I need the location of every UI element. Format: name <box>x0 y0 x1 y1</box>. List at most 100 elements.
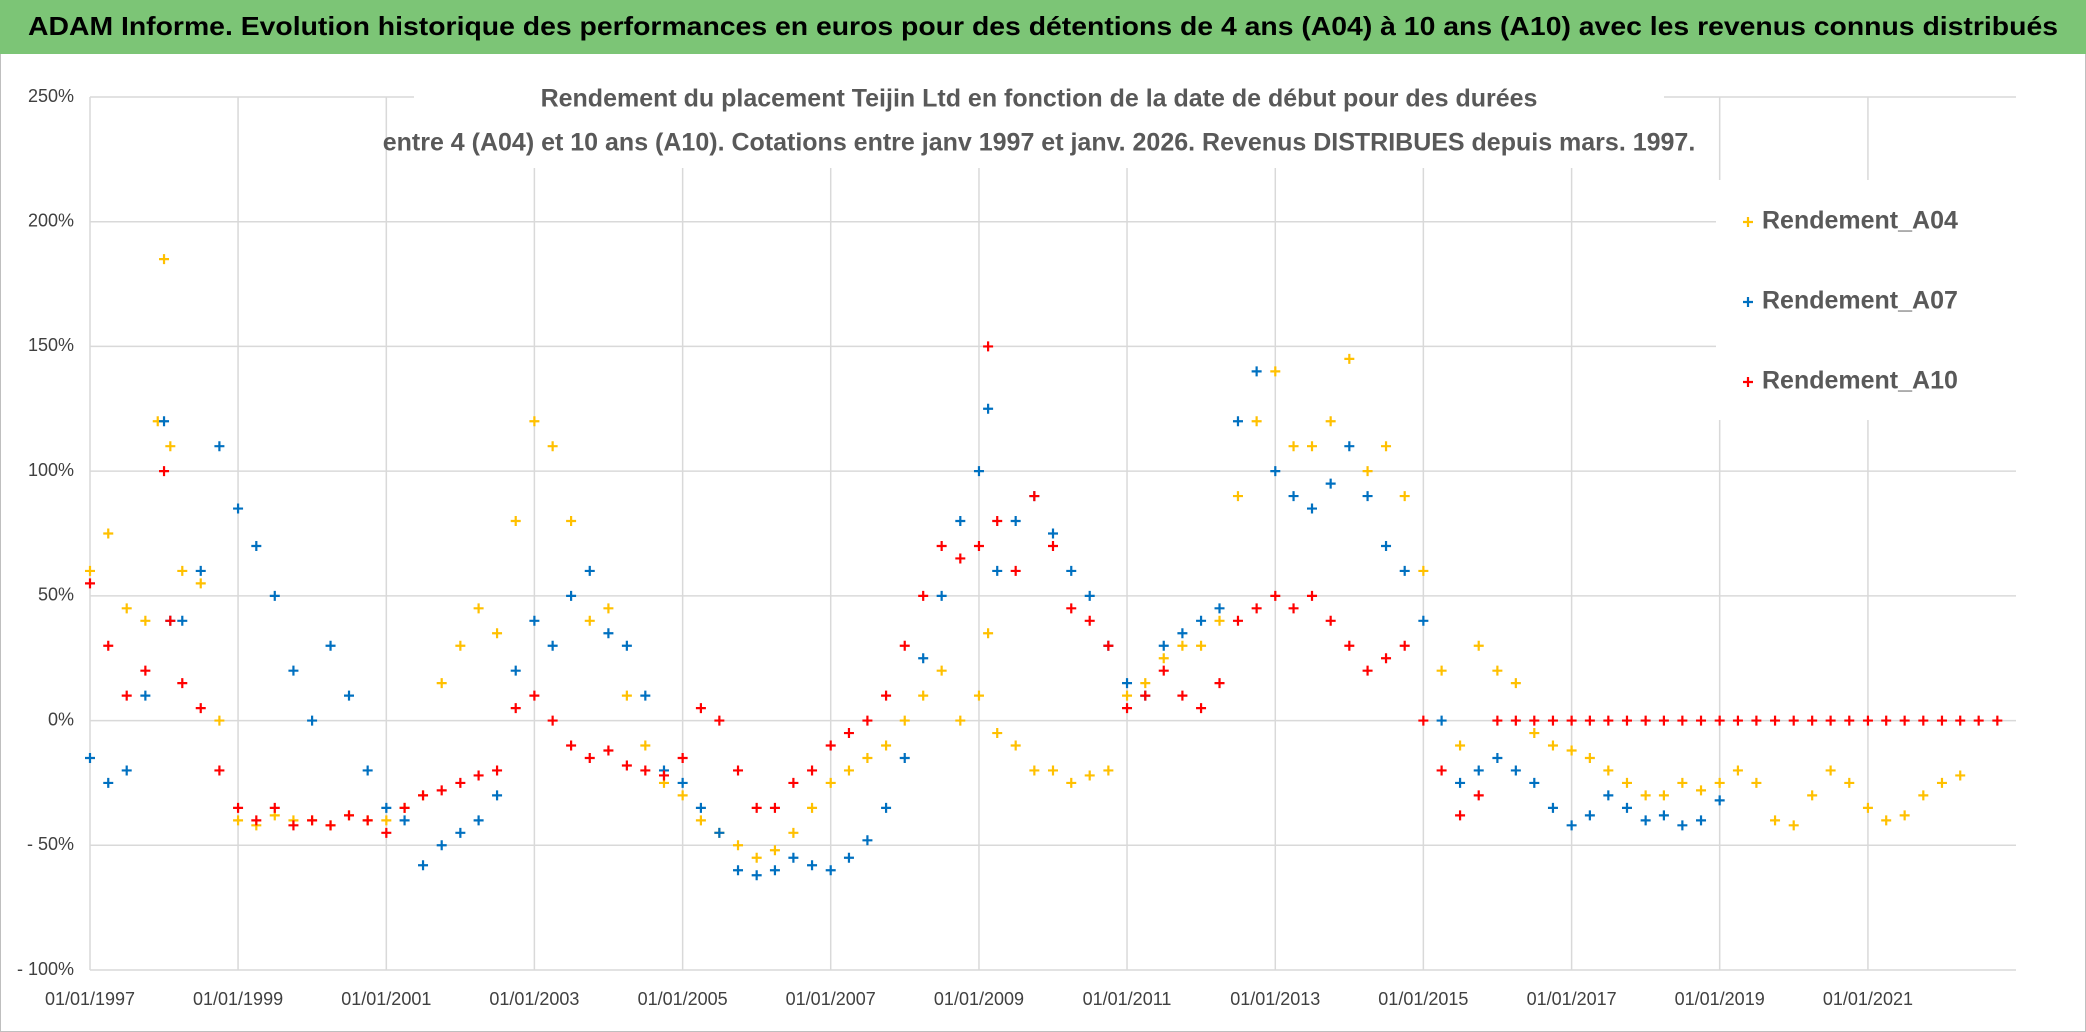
marker <box>825 777 836 788</box>
marker <box>1862 802 1873 813</box>
marker <box>584 615 595 626</box>
marker <box>510 665 521 676</box>
marker <box>85 578 95 589</box>
marker <box>807 802 818 813</box>
x-tick-label: 01/01/2003 <box>489 989 579 1009</box>
marker <box>1714 715 1725 726</box>
marker <box>881 802 892 813</box>
marker <box>677 777 688 788</box>
marker <box>1122 690 1133 701</box>
y-tick-label: 100% <box>28 460 74 480</box>
marker <box>1399 491 1410 502</box>
marker <box>1751 777 1762 788</box>
marker <box>584 752 595 763</box>
marker <box>251 540 262 551</box>
marker <box>381 815 392 826</box>
marker <box>992 728 1003 739</box>
marker <box>1455 810 1466 821</box>
marker <box>1288 491 1299 502</box>
marker <box>769 845 780 856</box>
marker <box>1473 790 1484 801</box>
marker <box>473 815 484 826</box>
marker <box>214 715 225 726</box>
x-tick-label: 01/01/1999 <box>193 989 283 1009</box>
marker <box>899 715 910 726</box>
x-tick-label: 01/01/2011 <box>1083 989 1172 1009</box>
marker <box>714 827 725 838</box>
y-tick-label: - 50% <box>27 834 74 854</box>
legend-label: Rendement_A07 <box>1762 287 1958 315</box>
marker <box>547 640 558 651</box>
marker <box>1640 815 1651 826</box>
marker <box>1232 615 1243 626</box>
marker <box>103 777 114 788</box>
marker <box>1807 790 1818 801</box>
marker <box>381 827 392 838</box>
marker <box>621 640 632 651</box>
marker <box>1603 790 1614 801</box>
marker <box>1288 441 1299 452</box>
marker <box>140 615 151 626</box>
marker <box>1325 615 1336 626</box>
marker <box>1066 777 1077 788</box>
marker <box>1658 790 1669 801</box>
marker <box>955 715 966 726</box>
marker <box>1177 690 1188 701</box>
marker <box>862 752 873 763</box>
marker <box>825 740 836 751</box>
x-tick-label: 01/01/2019 <box>1675 989 1765 1009</box>
marker <box>788 852 799 863</box>
marker <box>1066 603 1077 614</box>
marker <box>436 840 447 851</box>
marker <box>1196 703 1207 714</box>
marker <box>288 820 299 831</box>
marker <box>121 690 132 701</box>
y-tick-label: 0% <box>48 709 74 729</box>
marker <box>344 690 355 701</box>
marker <box>899 752 910 763</box>
y-tick-label: 200% <box>28 210 74 230</box>
marker <box>1510 715 1521 726</box>
marker <box>1270 590 1281 601</box>
marker <box>1362 466 1373 477</box>
y-tick-label: 250% <box>28 86 74 106</box>
marker <box>603 603 614 614</box>
marker <box>547 441 558 452</box>
marker <box>1807 715 1818 726</box>
marker <box>733 840 744 851</box>
marker <box>140 665 151 676</box>
marker <box>1103 765 1114 776</box>
marker <box>788 777 799 788</box>
marker <box>269 590 280 601</box>
marker <box>1899 810 1910 821</box>
marker <box>640 765 651 776</box>
marker <box>1048 765 1058 776</box>
marker <box>1232 416 1243 427</box>
marker <box>1529 777 1540 788</box>
marker <box>1473 640 1484 651</box>
marker <box>159 254 170 265</box>
marker <box>881 690 892 701</box>
marker <box>1307 441 1317 452</box>
marker <box>177 565 188 576</box>
x-tick-label: 01/01/2007 <box>786 989 876 1009</box>
marker <box>1455 740 1466 751</box>
marker <box>1122 678 1133 689</box>
marker <box>1307 590 1317 601</box>
marker <box>733 865 744 876</box>
series <box>85 254 1966 863</box>
marker <box>1473 765 1484 776</box>
marker <box>1825 715 1836 726</box>
marker <box>1788 820 1799 831</box>
marker <box>1084 590 1095 601</box>
marker <box>177 678 188 689</box>
marker <box>843 728 854 739</box>
marker <box>881 740 892 751</box>
marker <box>85 565 95 576</box>
marker <box>1029 765 1040 776</box>
marker <box>1714 777 1725 788</box>
marker <box>1436 715 1447 726</box>
marker <box>1732 715 1743 726</box>
marker <box>1510 678 1521 689</box>
marker <box>307 715 318 726</box>
